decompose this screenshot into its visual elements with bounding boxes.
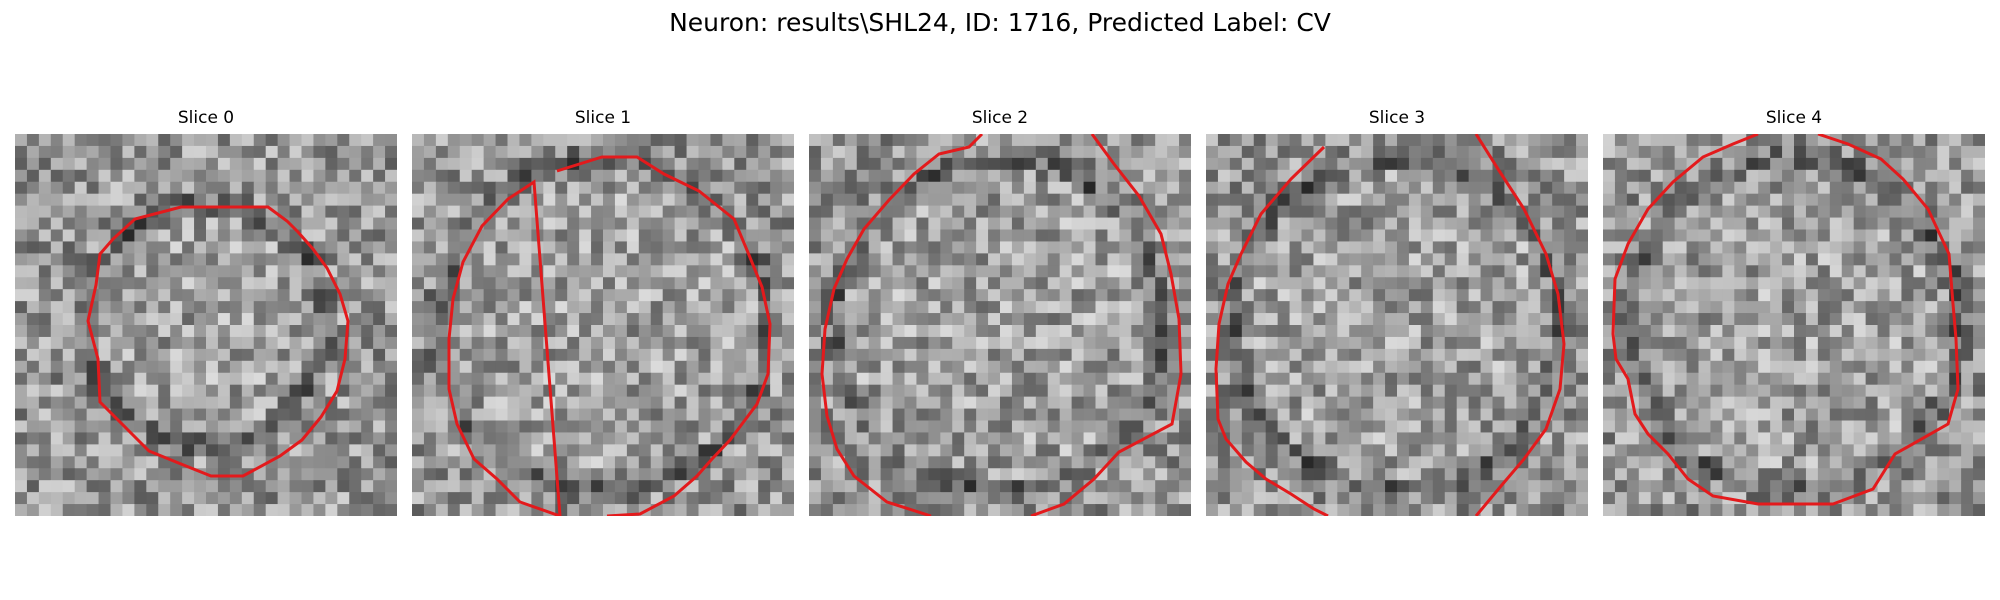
slice-0-pixels [15,134,397,516]
slice-2-contour [820,134,1183,516]
slice-3-pixels [1206,134,1588,516]
slice-4-image [1603,134,1985,516]
slice-2-title: Slice 2 [971,108,1029,128]
slice-0-title: Slice 0 [177,108,235,128]
slice-2-image [809,134,1191,516]
slice-0-image [15,134,397,516]
slice-1-image [412,134,794,516]
slice-1-contour [447,155,772,516]
slice-2-pixels [809,134,1191,516]
slice-4-contour [1611,134,1960,506]
slice-4-panel [1603,134,1985,516]
slice-0-contour [86,205,350,478]
slice-1-title: Slice 1 [574,108,632,128]
slice-3-panel [1206,134,1588,516]
slice-4-pixels [1603,134,1985,516]
slice-2-panel [809,134,1191,516]
slice-0-panel [15,134,397,516]
slice-3-image [1206,134,1588,516]
slice-3-contour [1214,134,1566,516]
slice-4-title: Slice 4 [1765,108,1823,128]
figure-title: Neuron: results\SHL24, ID: 1716, Predict… [669,8,1331,37]
slice-1-pixels [412,134,794,516]
slice-3-title: Slice 3 [1368,108,1426,128]
slice-1-panel [412,134,794,516]
